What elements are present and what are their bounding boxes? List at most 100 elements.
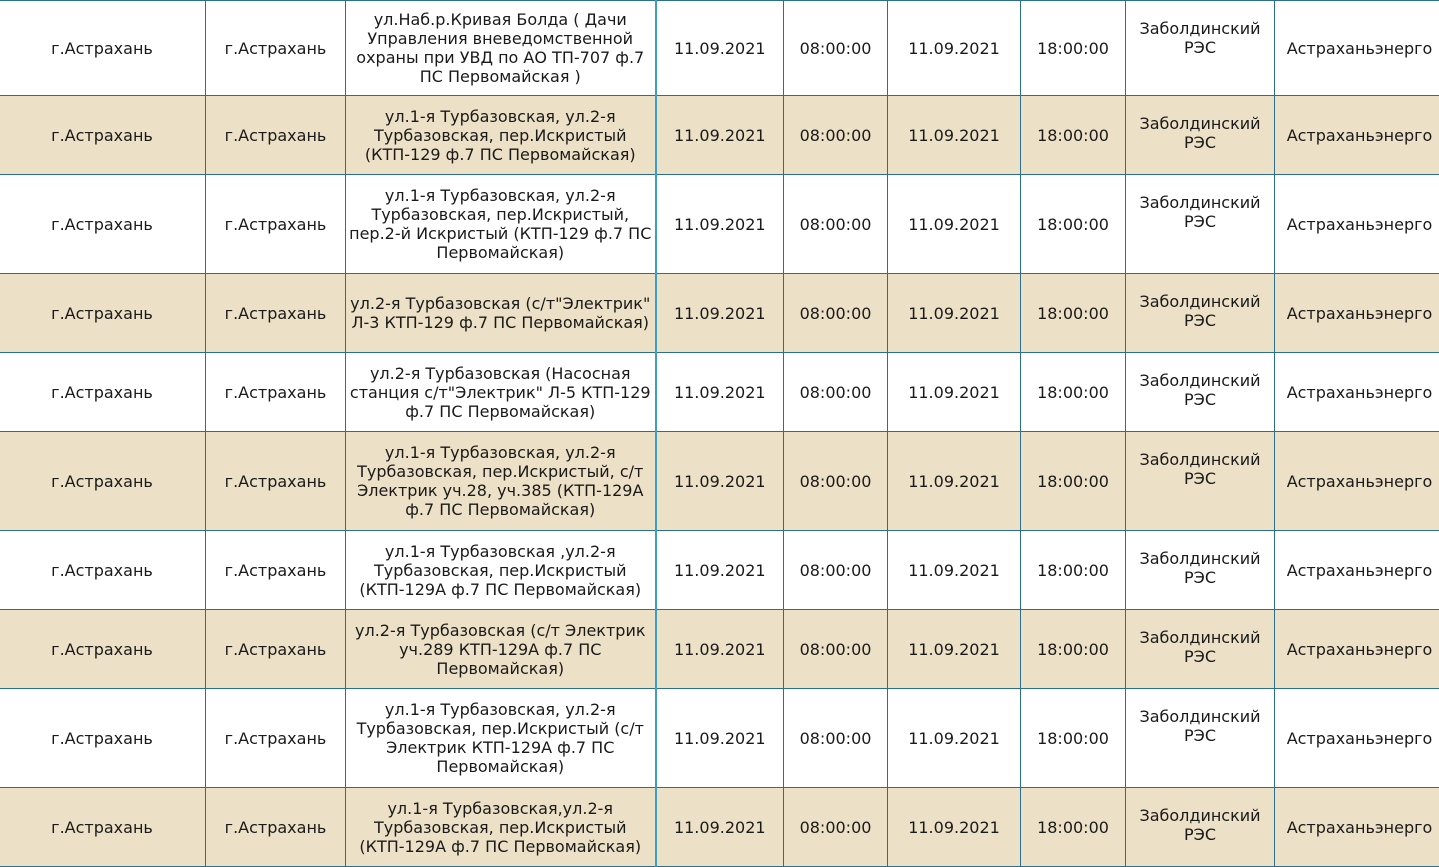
address-cell: ул.2-я Турбазовская (Насосная станция с/… <box>346 353 656 432</box>
start-time-cell: 08:00:00 <box>784 788 888 867</box>
res-cell: Заболдинский РЭС <box>1126 96 1275 175</box>
end-time-cell: 18:00:00 <box>1021 175 1126 274</box>
company-cell: Астраханьэнерго <box>1275 353 1439 432</box>
table-row: г.Астрахань г.Астрахань ул.1-я Турбазовс… <box>0 96 1439 175</box>
locality-cell: г.Астрахань <box>206 274 346 353</box>
end-date-cell: 11.09.2021 <box>888 610 1021 689</box>
city-cell: г.Астрахань <box>0 531 206 610</box>
locality-cell: г.Астрахань <box>206 432 346 531</box>
address-cell: ул.2-я Турбазовская (с/т"Электрик" Л-3 К… <box>346 274 656 353</box>
city-cell: г.Астрахань <box>0 432 206 531</box>
res-cell: Заболдинский РЭС <box>1126 610 1275 689</box>
address-cell: ул.1-я Турбазовская,ул.2-я Турбазовская,… <box>346 788 656 867</box>
table-row: г.Астрахань г.Астрахань ул.1-я Турбазовс… <box>0 788 1439 867</box>
company-cell: Астраханьэнерго <box>1275 274 1439 353</box>
end-time-cell: 18:00:00 <box>1021 788 1126 867</box>
company-cell: Астраханьэнерго <box>1275 432 1439 531</box>
locality-cell: г.Астрахань <box>206 96 346 175</box>
city-cell: г.Астрахань <box>0 274 206 353</box>
table-row: г.Астрахань г.Астрахань ул.Наб.р.Кривая … <box>0 1 1439 96</box>
end-time-cell: 18:00:00 <box>1021 1 1126 96</box>
company-cell: Астраханьэнерго <box>1275 689 1439 788</box>
start-date-cell: 11.09.2021 <box>656 610 784 689</box>
res-cell: Заболдинский РЭС <box>1126 788 1275 867</box>
address-cell: ул.Наб.р.Кривая Болда ( Дачи Управления … <box>346 1 656 96</box>
end-date-cell: 11.09.2021 <box>888 788 1021 867</box>
city-cell: г.Астрахань <box>0 610 206 689</box>
end-date-cell: 11.09.2021 <box>888 353 1021 432</box>
city-cell: г.Астрахань <box>0 1 206 96</box>
address-cell: ул.1-я Турбазовская, ул.2-я Турбазовская… <box>346 96 656 175</box>
city-cell: г.Астрахань <box>0 788 206 867</box>
res-cell: Заболдинский РЭС <box>1126 1 1275 96</box>
start-time-cell: 08:00:00 <box>784 353 888 432</box>
address-cell: ул.1-я Турбазовская, ул.2-я Турбазовская… <box>346 689 656 788</box>
locality-cell: г.Астрахань <box>206 689 346 788</box>
table-row: г.Астрахань г.Астрахань ул.1-я Турбазовс… <box>0 531 1439 610</box>
city-cell: г.Астрахань <box>0 175 206 274</box>
end-date-cell: 11.09.2021 <box>888 274 1021 353</box>
company-cell: Астраханьэнерго <box>1275 610 1439 689</box>
address-cell: ул.2-я Турбазовская (с/т Электрик уч.289… <box>346 610 656 689</box>
end-time-cell: 18:00:00 <box>1021 689 1126 788</box>
start-date-cell: 11.09.2021 <box>656 175 784 274</box>
company-cell: Астраханьэнерго <box>1275 1 1439 96</box>
company-cell: Астраханьэнерго <box>1275 96 1439 175</box>
end-time-cell: 18:00:00 <box>1021 274 1126 353</box>
res-cell: Заболдинский РЭС <box>1126 689 1275 788</box>
start-date-cell: 11.09.2021 <box>656 96 784 175</box>
start-time-cell: 08:00:00 <box>784 274 888 353</box>
company-cell: Астраханьэнерго <box>1275 531 1439 610</box>
end-time-cell: 18:00:00 <box>1021 531 1126 610</box>
start-time-cell: 08:00:00 <box>784 689 888 788</box>
start-date-cell: 11.09.2021 <box>656 432 784 531</box>
res-cell: Заболдинский РЭС <box>1126 432 1275 531</box>
city-cell: г.Астрахань <box>0 353 206 432</box>
start-time-cell: 08:00:00 <box>784 175 888 274</box>
locality-cell: г.Астрахань <box>206 175 346 274</box>
locality-cell: г.Астрахань <box>206 353 346 432</box>
end-date-cell: 11.09.2021 <box>888 689 1021 788</box>
city-cell: г.Астрахань <box>0 689 206 788</box>
table-row: г.Астрахань г.Астрахань ул.1-я Турбазовс… <box>0 175 1439 274</box>
locality-cell: г.Астрахань <box>206 788 346 867</box>
end-date-cell: 11.09.2021 <box>888 1 1021 96</box>
start-date-cell: 11.09.2021 <box>656 1 784 96</box>
start-date-cell: 11.09.2021 <box>656 274 784 353</box>
locality-cell: г.Астрахань <box>206 531 346 610</box>
table-row: г.Астрахань г.Астрахань ул.1-я Турбазовс… <box>0 689 1439 788</box>
address-cell: ул.1-я Турбазовская, ул.2-я Турбазовская… <box>346 175 656 274</box>
end-time-cell: 18:00:00 <box>1021 353 1126 432</box>
city-cell: г.Астрахань <box>0 96 206 175</box>
company-cell: Астраханьэнерго <box>1275 788 1439 867</box>
table-row: г.Астрахань г.Астрахань ул.2-я Турбазовс… <box>0 353 1439 432</box>
start-time-cell: 08:00:00 <box>784 432 888 531</box>
end-date-cell: 11.09.2021 <box>888 175 1021 274</box>
end-date-cell: 11.09.2021 <box>888 531 1021 610</box>
company-cell: Астраханьэнерго <box>1275 175 1439 274</box>
start-time-cell: 08:00:00 <box>784 1 888 96</box>
start-time-cell: 08:00:00 <box>784 610 888 689</box>
end-date-cell: 11.09.2021 <box>888 96 1021 175</box>
start-time-cell: 08:00:00 <box>784 96 888 175</box>
start-date-cell: 11.09.2021 <box>656 353 784 432</box>
address-cell: ул.1-я Турбазовская ,ул.2-я Турбазовская… <box>346 531 656 610</box>
end-time-cell: 18:00:00 <box>1021 610 1126 689</box>
start-date-cell: 11.09.2021 <box>656 689 784 788</box>
address-cell: ул.1-я Турбазовская, ул.2-я Турбазовская… <box>346 432 656 531</box>
res-cell: Заболдинский РЭС <box>1126 175 1275 274</box>
start-time-cell: 08:00:00 <box>784 531 888 610</box>
start-date-cell: 11.09.2021 <box>656 788 784 867</box>
end-date-cell: 11.09.2021 <box>888 432 1021 531</box>
start-date-cell: 11.09.2021 <box>656 531 784 610</box>
res-cell: Заболдинский РЭС <box>1126 274 1275 353</box>
end-time-cell: 18:00:00 <box>1021 96 1126 175</box>
locality-cell: г.Астрахань <box>206 1 346 96</box>
table-row: г.Астрахань г.Астрахань ул.2-я Турбазовс… <box>0 274 1439 353</box>
locality-cell: г.Астрахань <box>206 610 346 689</box>
res-cell: Заболдинский РЭС <box>1126 531 1275 610</box>
table-row: г.Астрахань г.Астрахань ул.1-я Турбазовс… <box>0 432 1439 531</box>
end-time-cell: 18:00:00 <box>1021 432 1126 531</box>
table-row: г.Астрахань г.Астрахань ул.2-я Турбазовс… <box>0 610 1439 689</box>
